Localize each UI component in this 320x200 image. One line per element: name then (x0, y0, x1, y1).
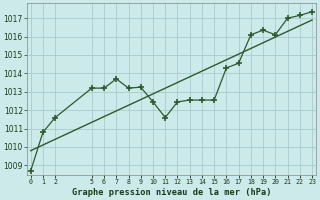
X-axis label: Graphe pression niveau de la mer (hPa): Graphe pression niveau de la mer (hPa) (72, 188, 271, 197)
